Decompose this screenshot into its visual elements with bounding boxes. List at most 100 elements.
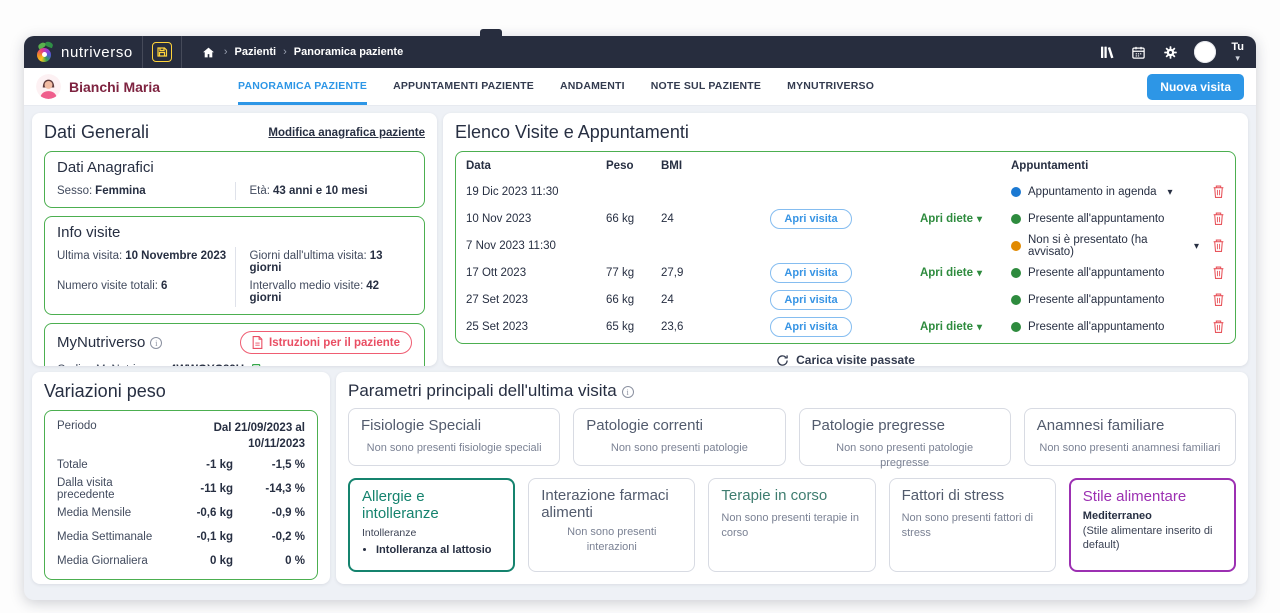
param-card-terapie: Terapie in corso Non sono presenti terap… — [708, 478, 876, 572]
parameters-title: Parametri principali dell'ultima visita — [348, 381, 634, 400]
info-visite-title: Info visite — [57, 224, 121, 241]
breadcrumb-separator — [224, 46, 228, 58]
param-card-anamnesi: Anamnesi familiare Non sono presenti ana… — [1023, 408, 1236, 466]
user-avatar[interactable] — [1194, 41, 1217, 63]
chevron-down-icon — [977, 321, 982, 333]
table-row: 25 Set 2023 65 kg 23,6 Apri visita Apri … — [466, 313, 1225, 340]
mynutriverso-code: Codice MyNutriverso:4WWGYC89U — [57, 364, 244, 367]
dati-anagrafici-box: Dati Anagrafici Sesso: Femmina Età: 43 ann… — [44, 151, 425, 208]
open-diets-dropdown[interactable]: Apri diete — [920, 267, 982, 279]
table-row: 19 Dic 2023 11:30 Appuntamento in agenda — [466, 178, 1225, 205]
visit-bmi: 24 — [661, 293, 674, 306]
edit-patient-link[interactable]: Modifica anagrafica paziente — [268, 126, 425, 139]
open-visit-button[interactable]: Apri visita — [770, 289, 852, 310]
visit-date: 25 Set 2023 — [466, 320, 529, 333]
appointment-status: Presente all'appuntamento — [1011, 267, 1199, 279]
patient-tabs: PANORAMICA PAZIENTE APPUNTAMENTI PAZIENT… — [238, 68, 874, 105]
floppy-icon — [156, 46, 168, 58]
table-row: 10 Nov 2023 66 kg 24 Apri visita Apri di… — [466, 205, 1225, 232]
visits-table: Data Peso BMI Appuntamenti 19 Dic 2023 1… — [455, 151, 1236, 344]
appointment-status: Presente all'appuntamento — [1011, 294, 1199, 306]
param-card-fattori-stress: Fattori di stress Non sono presenti fatt… — [888, 478, 1056, 572]
col-bmi: BMI — [661, 159, 683, 172]
variation-row: Media Giornaliera 0 kg 0 % — [57, 555, 305, 567]
visit-bmi: 27,9 — [661, 266, 684, 279]
giorni-ultima-visita-field: Giorni dall'ultima visita: 13 giorni — [234, 247, 413, 277]
breadcrumb-item-panoramica: Panoramica paziente — [293, 46, 404, 58]
info-icon[interactable] — [621, 386, 634, 398]
delete-button[interactable] — [1199, 265, 1225, 280]
status-dot-green — [1011, 294, 1021, 305]
load-past-visits-button[interactable]: Carica visite passate — [455, 353, 1236, 366]
visit-weight: 77 kg — [606, 266, 635, 279]
dati-anagrafici-title: Dati Anagrafici — [57, 159, 154, 176]
visit-bmi: 24 — [661, 212, 674, 225]
top-navbar: nutriverso Pazienti Panoramica paziente — [24, 36, 1256, 68]
chevron-down-icon — [1235, 52, 1240, 63]
period-label: Periodo — [57, 420, 97, 432]
delete-button[interactable] — [1199, 319, 1225, 334]
gear-icon[interactable] — [1162, 44, 1179, 61]
open-visit-button[interactable]: Apri visita — [770, 208, 852, 229]
tab-andamenti[interactable]: ANDAMENTI — [559, 80, 625, 92]
info-icon[interactable] — [150, 337, 163, 349]
patient-identity: Bianchi Maria — [36, 68, 160, 105]
variation-row: Dalla visita precedente -11 kg -14,3 % — [57, 477, 305, 501]
table-row: 17 Ott 2023 77 kg 27,9 Apri visita Apri … — [466, 259, 1225, 286]
param-card-fisiologie: Fisiologie Speciali Non sono presenti fi… — [348, 408, 561, 466]
delete-button[interactable] — [1199, 238, 1225, 253]
pdf-icon — [252, 336, 263, 349]
save-button[interactable] — [151, 42, 172, 62]
new-visit-button[interactable]: Nuova visita — [1147, 73, 1244, 100]
status-dot-green — [1011, 213, 1021, 224]
open-visit-button[interactable]: Apri visita — [770, 262, 852, 283]
numero-visite-field: Numero visite totali: 6 — [57, 280, 168, 292]
visit-weight: 66 kg — [606, 212, 635, 225]
delete-button[interactable] — [1199, 184, 1225, 199]
ultima-visita-field: Ultima visita: 10 Novembre 2023 — [57, 250, 227, 262]
period-value: Dal 21/09/2023 al 10/11/2023 — [213, 422, 305, 450]
tab-appuntamenti-paziente[interactable]: APPUNTAMENTI PAZIENTE — [393, 80, 534, 92]
appointment-status: Presente all'appuntamento — [1011, 213, 1199, 225]
library-icon[interactable] — [1098, 44, 1115, 61]
breadcrumb: Pazienti Panoramica paziente — [200, 44, 403, 61]
nutriverso-logo-icon — [36, 40, 55, 62]
param-card-allergie: Allergie e intolleranze Intolleranze Int… — [348, 478, 516, 572]
variation-row: Media Mensile -0,6 kg -0,9 % — [57, 507, 305, 519]
visits-card: Elenco Visite e Appuntamenti Data Peso B… — [443, 113, 1248, 366]
app-logo[interactable]: nutriverso — [36, 40, 133, 62]
user-menu[interactable]: Tu — [1231, 40, 1244, 63]
app-logo-text: nutriverso — [61, 43, 133, 61]
variation-row: Media Settimanale -0,1 kg -0,2 % — [57, 531, 305, 543]
delete-button[interactable] — [1199, 292, 1225, 307]
open-visit-button[interactable]: Apri visita — [770, 316, 852, 337]
chevron-down-icon — [1164, 186, 1173, 198]
open-diets-dropdown[interactable]: Apri diete — [920, 321, 982, 333]
tab-note-sul-paziente[interactable]: NOTE SUL PAZIENTE — [650, 80, 762, 92]
calendar-icon[interactable] — [1130, 44, 1147, 61]
breadcrumb-separator — [283, 46, 287, 58]
param-card-patologie-pregresse: Patologie pregresse Non sono presenti pa… — [798, 408, 1011, 469]
refresh-icon — [776, 354, 789, 367]
appointment-status-dropdown[interactable]: Appuntamento in agenda — [1011, 186, 1199, 198]
tab-mynutriverso[interactable]: MYNUTRIVERSO — [787, 80, 875, 92]
copy-icon[interactable] — [251, 363, 264, 366]
user-menu-label: Tu — [1231, 40, 1244, 53]
appointment-status-dropdown[interactable]: Non si è presentato (ha avvisato) — [1011, 234, 1199, 258]
status-dot-orange — [1011, 240, 1021, 251]
param-card-stile-alimentare: Stile alimentare Mediterraneo (Stile ali… — [1068, 478, 1236, 572]
open-diets-dropdown[interactable]: Apri diete — [920, 213, 982, 225]
table-row: 7 Nov 2023 11:30 Non si è presentato (ha… — [466, 232, 1225, 259]
delete-button[interactable] — [1199, 211, 1225, 226]
visit-date: 17 Ott 2023 — [466, 266, 527, 279]
weight-variations-title: Variazioni peso — [44, 381, 166, 401]
table-row: 27 Set 2023 66 kg 24 Apri visita Present… — [466, 286, 1225, 313]
patient-instructions-button[interactable]: Istruzioni per il paziente — [240, 331, 412, 354]
tab-panoramica-paziente[interactable]: PANORAMICA PAZIENTE — [238, 68, 368, 105]
chevron-down-icon — [977, 213, 982, 225]
param-card-interazione-farmaci: Interazione farmaci alimenti Non sono pr… — [528, 478, 696, 572]
home-icon[interactable] — [200, 44, 217, 61]
breadcrumb-item-pazienti[interactable]: Pazienti — [234, 46, 277, 58]
patient-name: Bianchi Maria — [69, 78, 161, 95]
appointment-status: Presente all'appuntamento — [1011, 321, 1199, 333]
